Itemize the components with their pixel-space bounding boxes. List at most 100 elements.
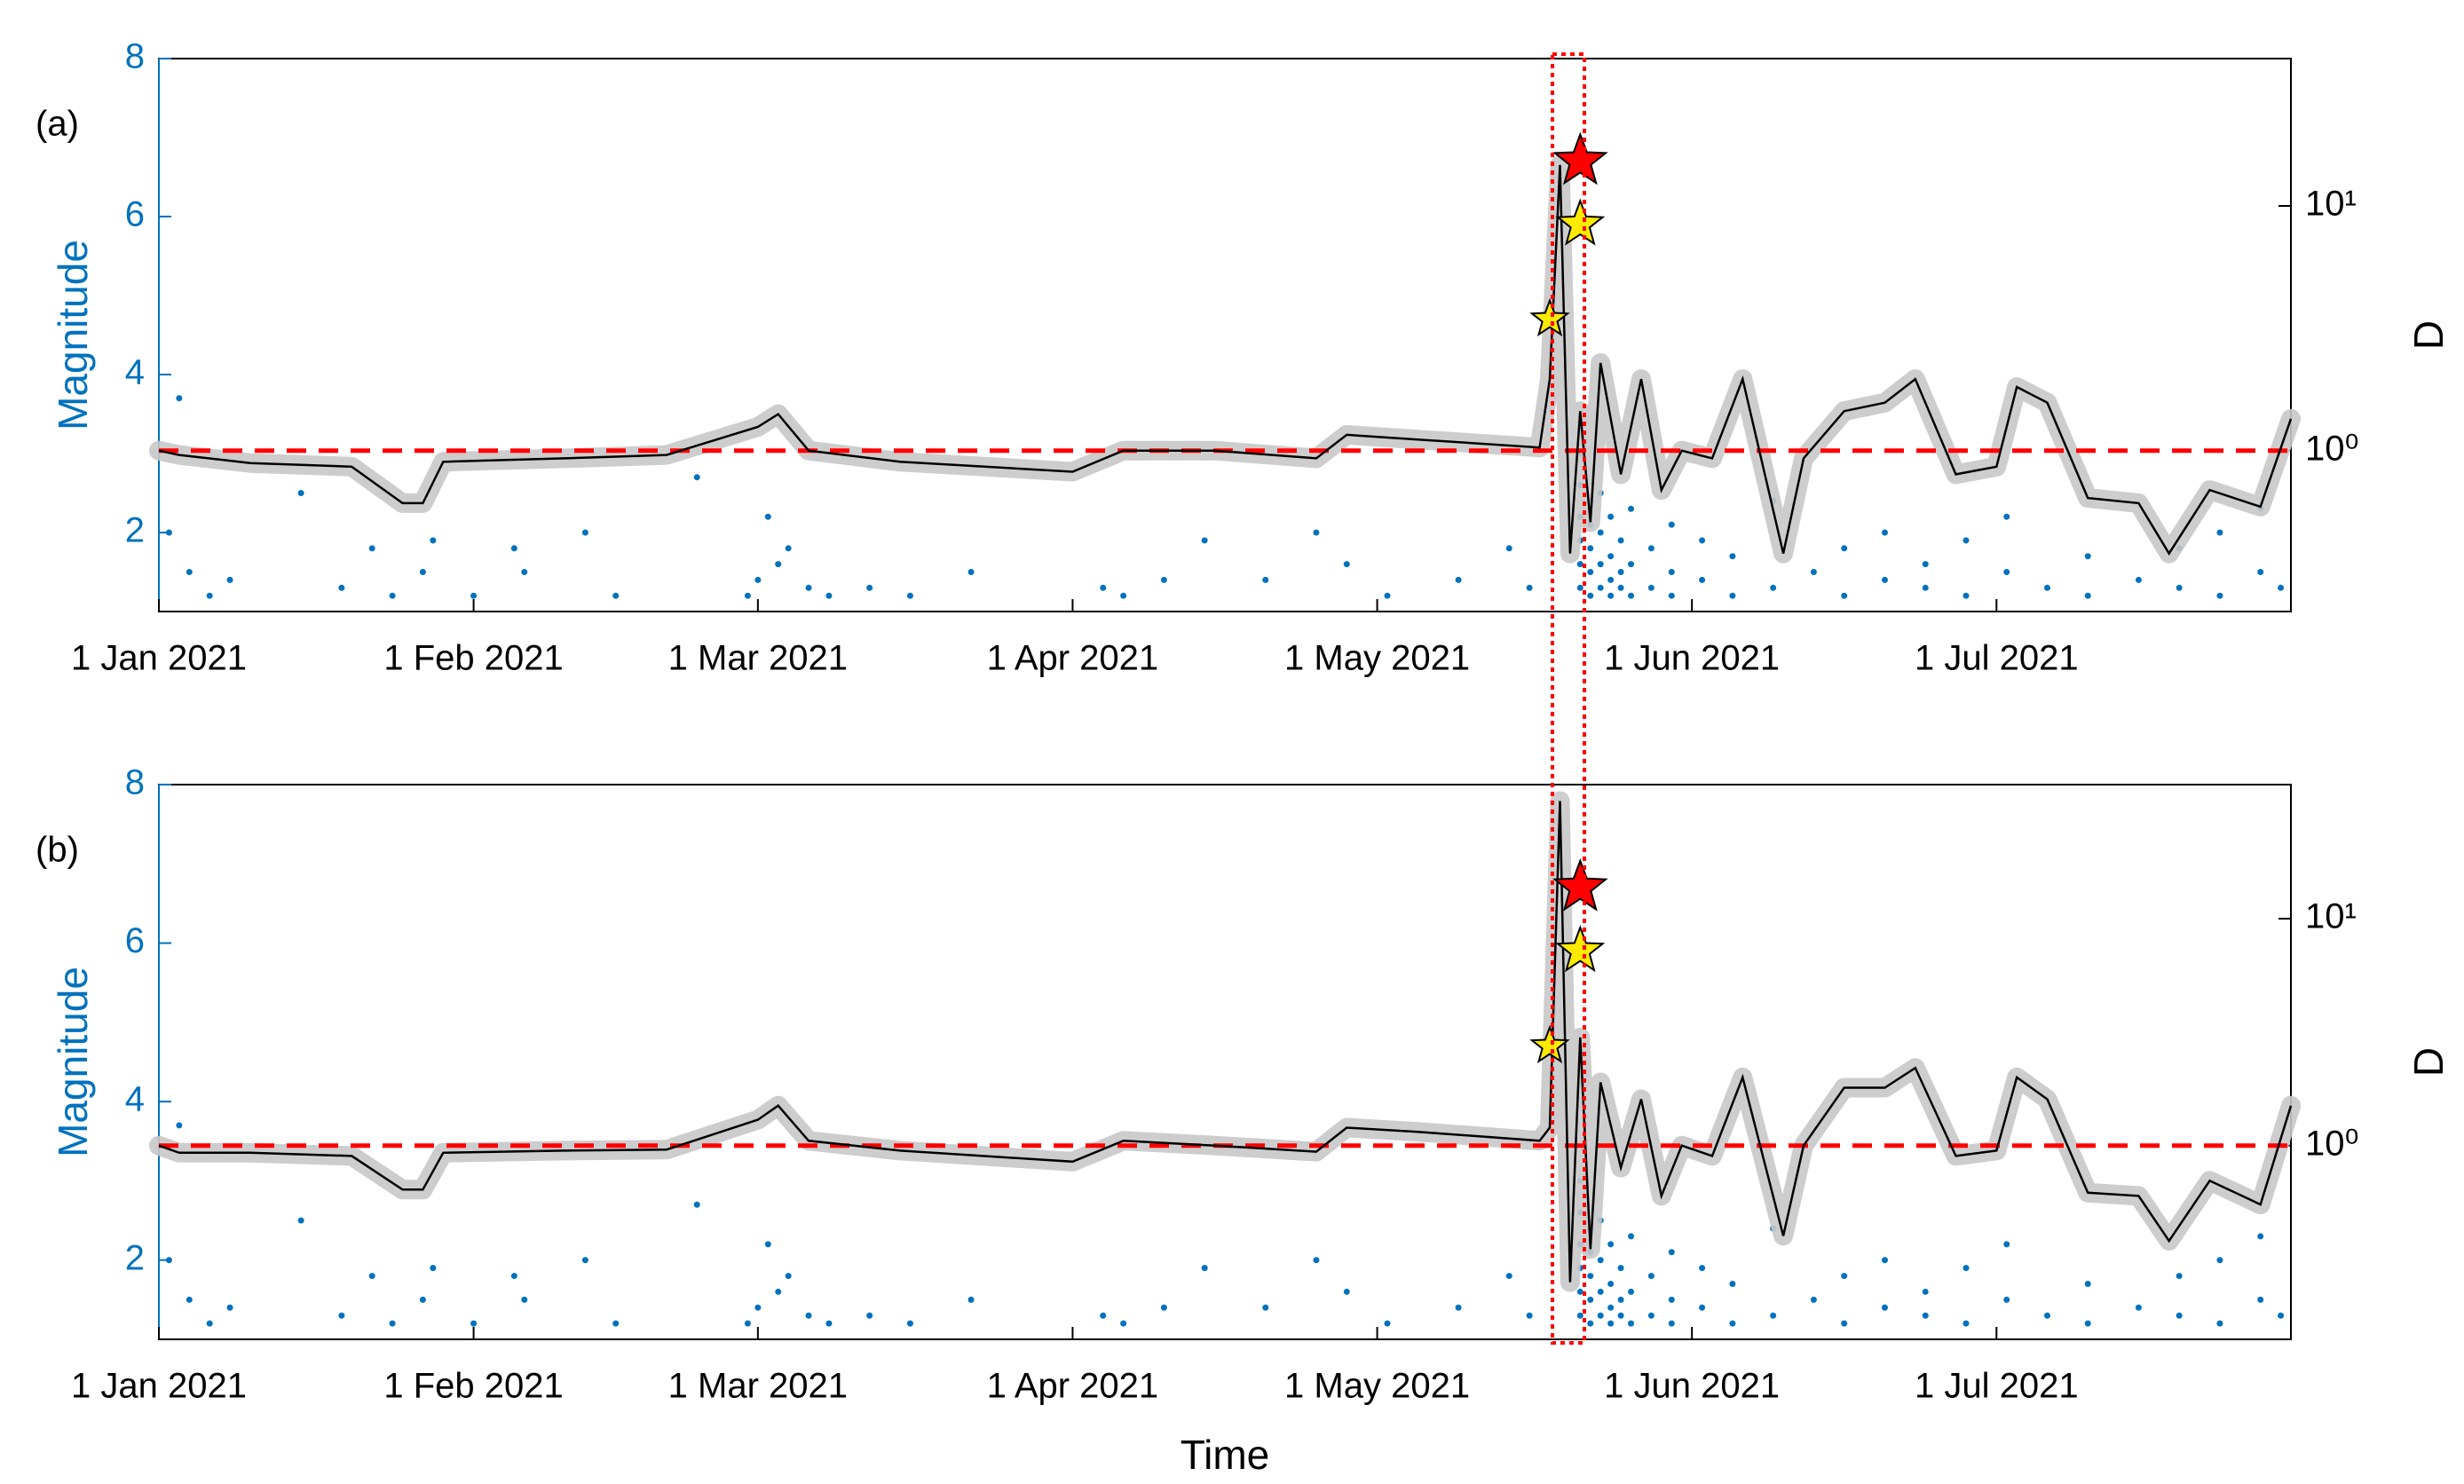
plot-frame (158, 784, 2292, 1340)
x-tick-label: 1 Feb 2021 (383, 639, 563, 678)
magnitude-point (1810, 569, 1817, 575)
y-tick-label: 8 (125, 37, 145, 76)
magnitude-point (2216, 1320, 2223, 1327)
magnitude-point (1699, 537, 1706, 544)
magnitude-point (510, 1273, 517, 1280)
magnitude-point (1343, 561, 1350, 568)
magnitude-point (226, 1304, 233, 1311)
magnitude-point (1881, 1257, 1888, 1264)
magnitude-point (521, 569, 528, 575)
magnitude-point (1699, 1304, 1706, 1311)
magnitude-point (1587, 1273, 1594, 1280)
magnitude-point (186, 1296, 193, 1303)
magnitude-point (1668, 1320, 1675, 1327)
magnitude-point (1770, 1312, 1777, 1319)
magnitude-point (1647, 545, 1655, 552)
magnitude-point (510, 545, 517, 552)
magnitude-point (1628, 1288, 1635, 1295)
magnitude-point (744, 592, 751, 599)
magnitude-point (1881, 576, 1888, 583)
y-tick-label: 6 (125, 195, 145, 234)
magnitude-point (1597, 561, 1604, 568)
y2-tick-label: 10⁰ (2305, 1124, 2359, 1163)
magnitude-point (1607, 1281, 1615, 1287)
magnitude-point (825, 1320, 833, 1327)
magnitude-point (1729, 1320, 1736, 1327)
magnitude-point (1505, 545, 1512, 552)
magnitude-point (1120, 592, 1127, 599)
magnitude-point (2176, 584, 2183, 591)
magnitude-point (906, 592, 913, 599)
magnitude-point (1100, 1312, 1107, 1319)
magnitude-point (1699, 1265, 1706, 1272)
magnitude-point (186, 569, 193, 575)
magnitude-point (1628, 561, 1635, 568)
magnitude-point (470, 592, 478, 599)
y-tick-label: 4 (125, 353, 145, 392)
magnitude-point (1607, 553, 1615, 560)
magnitude-point (1841, 592, 1848, 599)
x-tick-label: 1 Jan 2021 (71, 1367, 247, 1406)
magnitude-point (2176, 1312, 2183, 1319)
event-star (1555, 198, 1606, 246)
magnitude-point (1455, 576, 1462, 583)
event-star (1552, 858, 1608, 912)
magnitude-point (1699, 576, 1706, 583)
magnitude-point (1343, 1288, 1350, 1295)
x-tick-label: 1 Mar 2021 (668, 1367, 848, 1406)
magnitude-point (165, 1257, 172, 1264)
magnitude-point (785, 545, 792, 552)
magnitude-point (1841, 1273, 1848, 1280)
y2-tick-label: 10⁰ (2305, 429, 2359, 468)
magnitude-point (1607, 592, 1615, 599)
magnitude-point (612, 592, 620, 599)
magnitude-point (1607, 576, 1615, 583)
magnitude-point (785, 1273, 792, 1280)
magnitude-point (1526, 584, 1533, 591)
magnitude-point (2084, 1281, 2091, 1287)
y2-axis-label: D (2405, 320, 2452, 350)
magnitude-point (2216, 592, 2223, 599)
magnitude-point (206, 1320, 213, 1327)
magnitude-point (1384, 1320, 1391, 1327)
magnitude-point (1505, 1273, 1512, 1280)
magnitude-point (581, 529, 588, 536)
magnitude-point (389, 1320, 396, 1327)
magnitude-point (1963, 592, 1970, 599)
magnitude-point (1668, 592, 1675, 599)
magnitude-point (430, 537, 437, 544)
magnitude-point (470, 1320, 478, 1327)
y2-tick-label: 10¹ (2305, 185, 2357, 224)
magnitude-point (1963, 1320, 1970, 1327)
magnitude-point (176, 1122, 183, 1129)
magnitude-point (521, 1296, 528, 1303)
magnitude-point (1617, 584, 1624, 591)
magnitude-point (1841, 1320, 1848, 1327)
magnitude-point (1963, 537, 1970, 544)
magnitude-point (1313, 529, 1320, 536)
magnitude-point (1607, 513, 1615, 520)
magnitude-point (1729, 592, 1736, 599)
magnitude-point (825, 592, 833, 599)
magnitude-point (1587, 545, 1594, 552)
x-tick-label: 1 Jun 2021 (1604, 1367, 1780, 1406)
magnitude-point (1922, 1312, 1929, 1319)
magnitude-point (775, 1288, 782, 1295)
x-tick-label: 1 Jul 2021 (1915, 1367, 2079, 1406)
y-axis-label: Magnitude (50, 240, 96, 430)
magnitude-point (165, 529, 172, 536)
magnitude-point (2084, 1320, 2091, 1327)
magnitude-point (1384, 592, 1391, 599)
magnitude-point (1881, 529, 1888, 536)
magnitude-point (1647, 1273, 1655, 1280)
y2-axis-label: D (2405, 1047, 2452, 1077)
magnitude-point (297, 490, 304, 496)
magnitude-point (338, 584, 345, 591)
magnitude-point (805, 1312, 812, 1319)
magnitude-point (1963, 1265, 1970, 1272)
magnitude-point (693, 1201, 700, 1208)
magnitude-point (2257, 569, 2264, 575)
magnitude-point (1729, 553, 1736, 560)
magnitude-point (1587, 569, 1594, 575)
event-star (1555, 925, 1606, 973)
